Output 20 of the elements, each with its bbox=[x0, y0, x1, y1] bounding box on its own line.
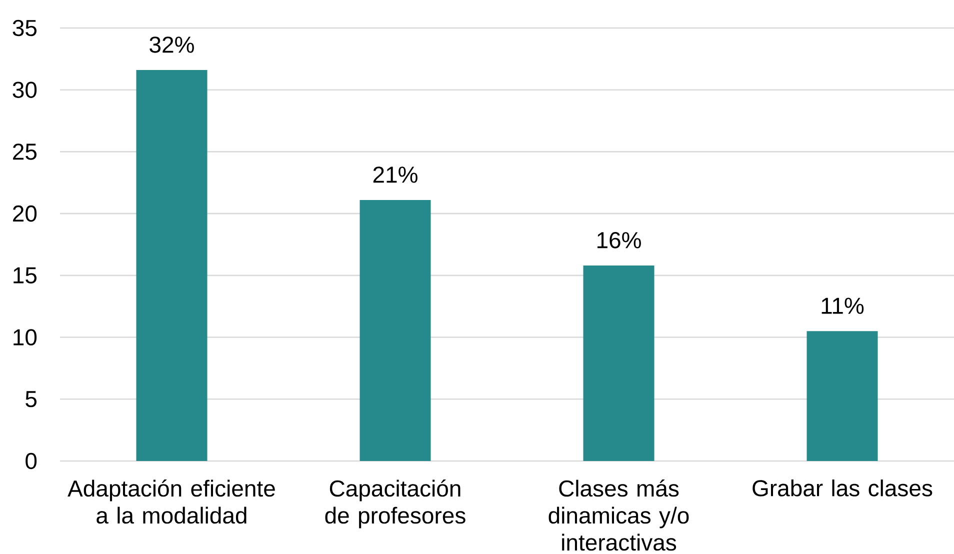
data-label: 16% bbox=[597, 232, 641, 248]
x-tick-label: Capacitación de profesores bbox=[325, 480, 466, 528]
bar bbox=[360, 200, 431, 461]
bar bbox=[136, 70, 208, 461]
y-tick-label: 25 bbox=[13, 144, 37, 160]
y-tick-label: 30 bbox=[12, 82, 37, 98]
bar bbox=[583, 266, 654, 461]
y-tick-label: 10 bbox=[14, 329, 37, 346]
y-tick-label: 0 bbox=[26, 452, 37, 470]
x-tick-label: Clases más dinamicas y/o interactivas bbox=[548, 480, 689, 551]
data-label: 32% bbox=[150, 36, 194, 53]
data-label: 11% bbox=[822, 298, 864, 314]
x-tick-label: Adaptación eficiente a la modalidad bbox=[68, 480, 275, 524]
y-tick-label: 5 bbox=[26, 391, 37, 408]
y-tick-label: 15 bbox=[14, 267, 37, 284]
x-tick-label: Grabar las clases bbox=[752, 480, 932, 496]
data-label: 21% bbox=[373, 166, 418, 183]
y-tick-label: 20 bbox=[13, 205, 37, 222]
bar bbox=[806, 331, 878, 461]
y-tick-label: 35 bbox=[12, 20, 37, 36]
